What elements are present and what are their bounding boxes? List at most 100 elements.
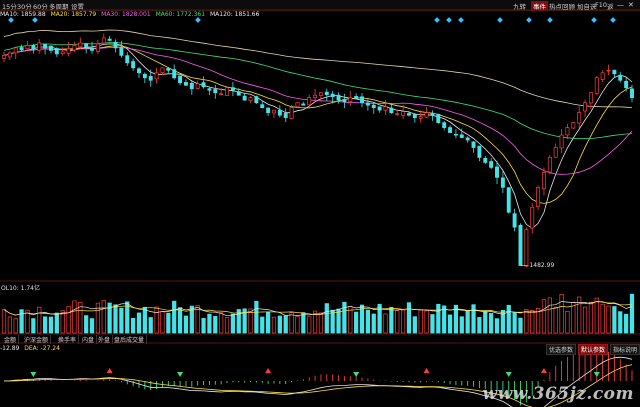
macd-signal-arrows xyxy=(30,368,600,377)
tab-after-hours[interactable]: 盘后成交量 xyxy=(112,335,148,344)
candle xyxy=(25,40,30,50)
macd-line xyxy=(3,356,633,407)
candle xyxy=(571,122,576,130)
candle xyxy=(236,88,241,96)
volume-bar xyxy=(48,316,54,334)
tab-outer[interactable]: 外盘 xyxy=(96,335,114,344)
volume-bar xyxy=(565,310,570,334)
volume-bar xyxy=(371,313,376,334)
volume-bar xyxy=(248,308,253,334)
dif-label: -12.89 xyxy=(0,345,20,352)
ma-line xyxy=(3,43,633,229)
sell-arrow-icon xyxy=(593,372,600,377)
multi-period-button[interactable]: 多周期 xyxy=(49,3,69,11)
candle xyxy=(547,155,552,175)
volume-bar xyxy=(500,309,505,334)
volume-bar xyxy=(95,302,101,334)
volume-bar xyxy=(160,311,165,334)
candle xyxy=(483,155,488,165)
volume-bar xyxy=(148,317,153,334)
volume-bar xyxy=(559,294,564,334)
candle xyxy=(260,100,265,109)
ma-legend: MA10: 1859.88 MA20: 1857.79 MA30: 1828.0… xyxy=(0,11,262,20)
tab-inner[interactable]: 内盘 xyxy=(80,335,98,344)
candle xyxy=(172,64,177,80)
volume-bar xyxy=(166,312,171,334)
candle xyxy=(430,110,435,121)
candle xyxy=(225,87,229,96)
volume-bar xyxy=(506,304,511,334)
volume-bar xyxy=(406,302,412,334)
candle xyxy=(272,109,276,119)
volume-bar xyxy=(629,293,635,334)
events-tab[interactable]: 事件 xyxy=(531,1,548,11)
volume-bar xyxy=(494,318,500,334)
default-params-button[interactable]: 默认参数 xyxy=(578,344,609,355)
volume-bar xyxy=(518,317,523,334)
ma20-label: MA20: 1857.79 xyxy=(50,11,97,18)
candle xyxy=(377,106,382,113)
buy-arrow-icon xyxy=(540,368,547,373)
tab-hs-amount[interactable]: 沪深金额 xyxy=(22,335,52,344)
candle xyxy=(7,51,12,61)
macd-histogram xyxy=(9,350,633,406)
candle xyxy=(500,171,505,193)
settings-button[interactable]: 设置 xyxy=(71,3,84,11)
candle xyxy=(119,40,124,58)
candle xyxy=(459,128,464,139)
back-button[interactable]: 返 xyxy=(607,3,614,11)
candle xyxy=(43,43,48,55)
sell-arrow-icon xyxy=(353,372,360,377)
candle xyxy=(477,145,482,162)
dea-label: DEA: -27.24 xyxy=(24,345,60,352)
volume-bar xyxy=(530,310,535,334)
candle xyxy=(283,108,288,123)
f10-button[interactable]: F10 xyxy=(595,1,608,9)
volume-bar xyxy=(436,303,441,334)
candle xyxy=(178,75,183,86)
indicator-help-button[interactable]: 指标说明 xyxy=(610,344,640,355)
volume-bar xyxy=(512,312,517,334)
candle xyxy=(495,160,499,184)
volume-bar xyxy=(101,299,106,334)
optimal-params-button[interactable]: 优选参数 xyxy=(546,344,577,355)
candle xyxy=(383,99,388,115)
min-price-label: 1482.99 xyxy=(529,261,555,269)
tab-turnover[interactable]: 换手率 xyxy=(56,335,80,344)
candle xyxy=(489,158,494,170)
volume-bar xyxy=(254,300,259,334)
volume-bar xyxy=(189,305,194,334)
period-60min[interactable]: 60分 xyxy=(33,3,48,11)
buy-arrow-icon xyxy=(423,368,430,373)
period-15min[interactable]: 15分 xyxy=(2,3,17,11)
add-watchlist-button[interactable]: 加自选 xyxy=(577,3,597,11)
candle xyxy=(19,44,24,52)
close-icon[interactable]: ✕ xyxy=(628,1,634,9)
volume-bar xyxy=(471,304,476,334)
candle xyxy=(401,104,406,120)
volume-bar xyxy=(219,312,224,334)
volume-bar xyxy=(588,301,594,334)
volume-bar xyxy=(600,303,605,334)
volume-bar xyxy=(107,302,112,334)
volume-bar xyxy=(78,302,83,334)
volume-bar xyxy=(483,310,488,334)
candle xyxy=(266,107,271,116)
volume-bar xyxy=(395,310,400,334)
minimize-icon[interactable]: — xyxy=(617,1,624,9)
volume-bar xyxy=(271,316,277,334)
nine-turn-tab[interactable]: 九转 xyxy=(513,3,526,11)
candle xyxy=(277,105,282,118)
candle xyxy=(66,42,71,57)
candlestick-series xyxy=(2,33,634,268)
volume-bar xyxy=(154,306,159,334)
tab-amount[interactable]: 金额 xyxy=(2,335,20,344)
period-30min[interactable]: 30分 xyxy=(17,3,32,11)
volume-bar xyxy=(7,316,12,334)
volume-bar xyxy=(612,306,617,334)
hot-review-tab[interactable]: 热点回顾 xyxy=(549,3,575,11)
candle xyxy=(606,64,611,76)
volume-bar xyxy=(260,316,265,334)
volume-ma-lines xyxy=(3,300,633,317)
